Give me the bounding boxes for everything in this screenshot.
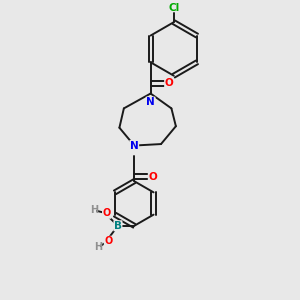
Text: N: N [146, 97, 155, 107]
Text: N: N [130, 140, 139, 151]
Text: O: O [103, 208, 111, 218]
Text: H: H [94, 242, 102, 252]
Text: B: B [114, 221, 122, 231]
Text: O: O [165, 78, 173, 88]
Text: O: O [104, 236, 112, 246]
Text: H: H [90, 205, 98, 215]
Text: O: O [148, 172, 157, 182]
Text: Cl: Cl [168, 3, 179, 13]
